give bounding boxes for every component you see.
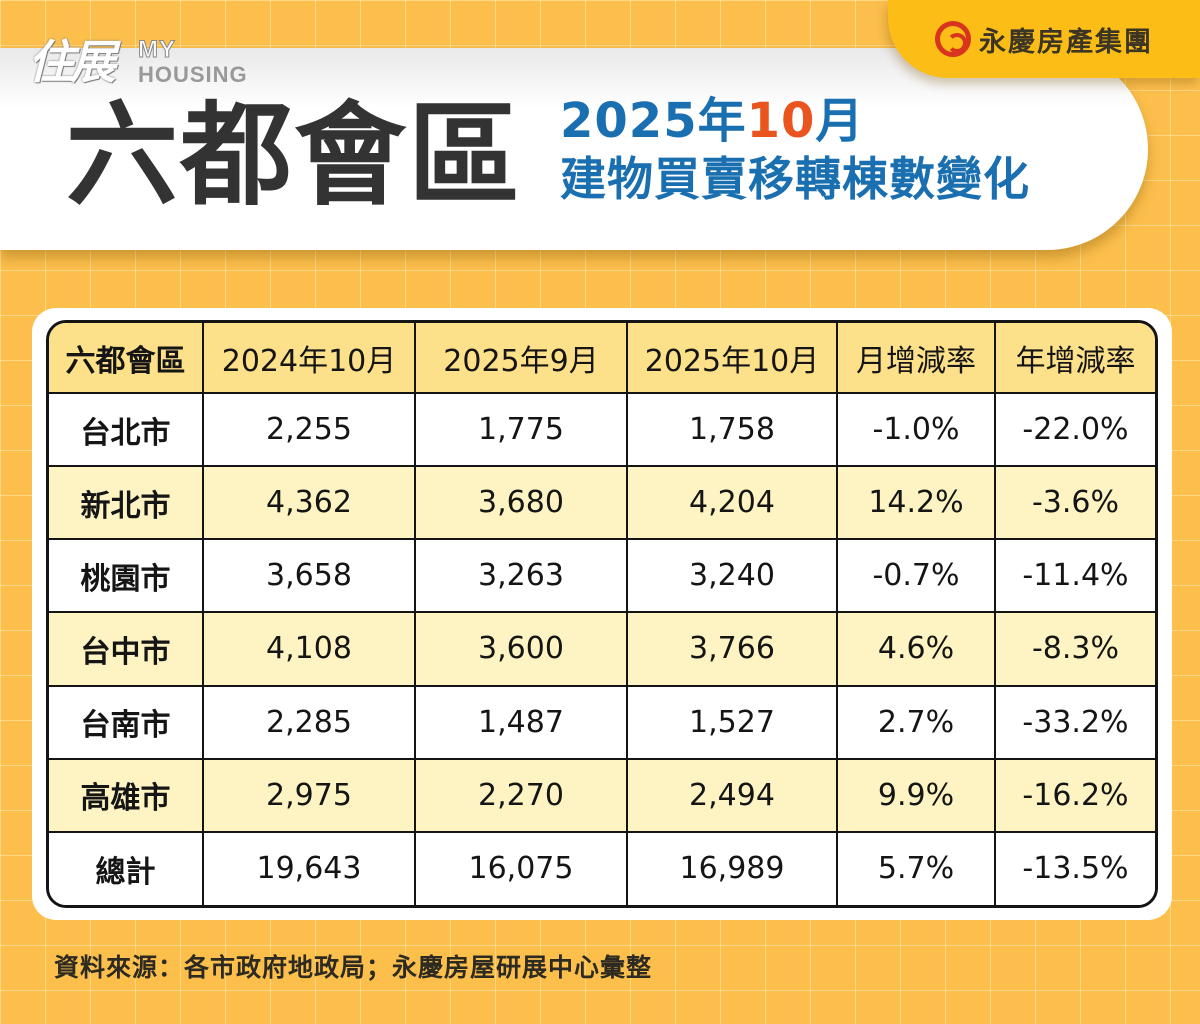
cell-value: 1,527: [626, 684, 838, 760]
cell-value: 2,975: [202, 757, 416, 833]
cell-yoy: -13.5%: [994, 830, 1155, 905]
cell-yoy: -33.2%: [994, 684, 1155, 760]
cell-mom: 14.2%: [836, 465, 996, 541]
cell-region: 桃園市: [49, 538, 204, 614]
cell-mom: -0.7%: [836, 538, 996, 614]
subtitle-date: 2025年10月: [560, 92, 1120, 150]
data-table: 六都會區 2024年10月 2025年9月 2025年10月 月增減率 年增減率…: [49, 323, 1155, 905]
cell-value: 3,263: [414, 538, 628, 614]
header-region: 六都會區: [49, 323, 204, 394]
cell-yoy: -16.2%: [994, 757, 1155, 833]
cell-yoy: -11.4%: [994, 538, 1155, 614]
title-banner: [0, 48, 1148, 250]
table-row: 台中市 4,108 3,600 3,766 4.6% -8.3%: [49, 611, 1155, 687]
cell-value: 4,362: [202, 465, 416, 541]
cell-mom: 5.7%: [836, 830, 996, 905]
header-mom: 月增減率: [836, 323, 996, 394]
cell-yoy: -3.6%: [994, 465, 1155, 541]
cell-value: 3,240: [626, 538, 838, 614]
cell-region: 總計: [49, 830, 204, 905]
table-header-row: 六都會區 2024年10月 2025年9月 2025年10月 月增減率 年增減率: [49, 323, 1155, 394]
table-row-total: 總計 19,643 16,075 16,989 5.7% -13.5%: [49, 830, 1155, 905]
data-table-frame: 六都會區 2024年10月 2025年9月 2025年10月 月增減率 年增減率…: [46, 320, 1158, 908]
table-row: 台南市 2,285 1,487 1,527 2.7% -33.2%: [49, 684, 1155, 760]
cell-region: 台北市: [49, 391, 204, 468]
cell-value: 4,204: [626, 465, 838, 541]
brand-logo-icon: [935, 21, 971, 57]
brand-name: 永慶房產集團: [979, 26, 1153, 58]
logo-chinese: 住展: [28, 35, 116, 89]
header-2024-10: 2024年10月: [202, 323, 416, 394]
cell-value: 2,285: [202, 684, 416, 760]
header-2025-09: 2025年9月: [414, 323, 628, 394]
cell-mom: 9.9%: [836, 757, 996, 833]
subtitle-description: 建物買賣移轉棟數變化: [560, 152, 1030, 206]
subtitle: 2025年10月 建物買賣移轉棟數變化: [560, 92, 1120, 208]
header-yoy: 年增減率: [994, 323, 1155, 394]
cell-value: 1,758: [626, 391, 838, 468]
table-row: 新北市 4,362 3,680 4,204 14.2% -3.6%: [49, 465, 1155, 541]
cell-value: 2,255: [202, 391, 416, 468]
cell-mom: 4.6%: [836, 611, 996, 687]
subtitle-year: 2025年: [560, 93, 747, 149]
cell-region: 台南市: [49, 684, 204, 760]
cell-value: 3,680: [414, 465, 628, 541]
cell-value: 2,494: [626, 757, 838, 833]
subtitle-month-suffix: 月: [815, 93, 865, 149]
cell-value: 16,989: [626, 830, 838, 905]
cell-region: 新北市: [49, 465, 204, 541]
my-housing-logo: 住展 MY HOUSING: [10, 26, 270, 89]
cell-value: 1,487: [414, 684, 628, 760]
cell-value: 19,643: [202, 830, 416, 905]
subtitle-month-number: 10: [746, 93, 816, 149]
cell-region: 台中市: [49, 611, 204, 687]
page-title: 六都會區: [66, 91, 522, 221]
cell-value: 1,775: [414, 391, 628, 468]
logo-housing: HOUSING: [138, 62, 248, 87]
table-card: 六都會區 2024年10月 2025年9月 2025年10月 月增減率 年增減率…: [32, 308, 1172, 920]
header-2025-10: 2025年10月: [626, 323, 838, 394]
table-row: 桃園市 3,658 3,263 3,240 -0.7% -11.4%: [49, 538, 1155, 614]
cell-value: 16,075: [414, 830, 628, 905]
cell-value: 3,766: [626, 611, 838, 687]
cell-mom: 2.7%: [836, 684, 996, 760]
cell-value: 3,600: [414, 611, 628, 687]
table-row: 高雄市 2,975 2,270 2,494 9.9% -16.2%: [49, 757, 1155, 833]
table-row: 台北市 2,255 1,775 1,758 -1.0% -22.0%: [49, 391, 1155, 468]
brand-tab: 永慶房產集團: [888, 0, 1200, 78]
cell-mom: -1.0%: [836, 391, 996, 468]
cell-value: 4,108: [202, 611, 416, 687]
cell-value: 2,270: [414, 757, 628, 833]
cell-yoy: -22.0%: [994, 391, 1155, 468]
data-source-note: 資料來源：各市政府地政局；永慶房屋研展中心彙整: [54, 953, 653, 982]
cell-yoy: -8.3%: [994, 611, 1155, 687]
cell-value: 3,658: [202, 538, 416, 614]
cell-region: 高雄市: [49, 757, 204, 833]
logo-my: MY: [138, 36, 176, 64]
